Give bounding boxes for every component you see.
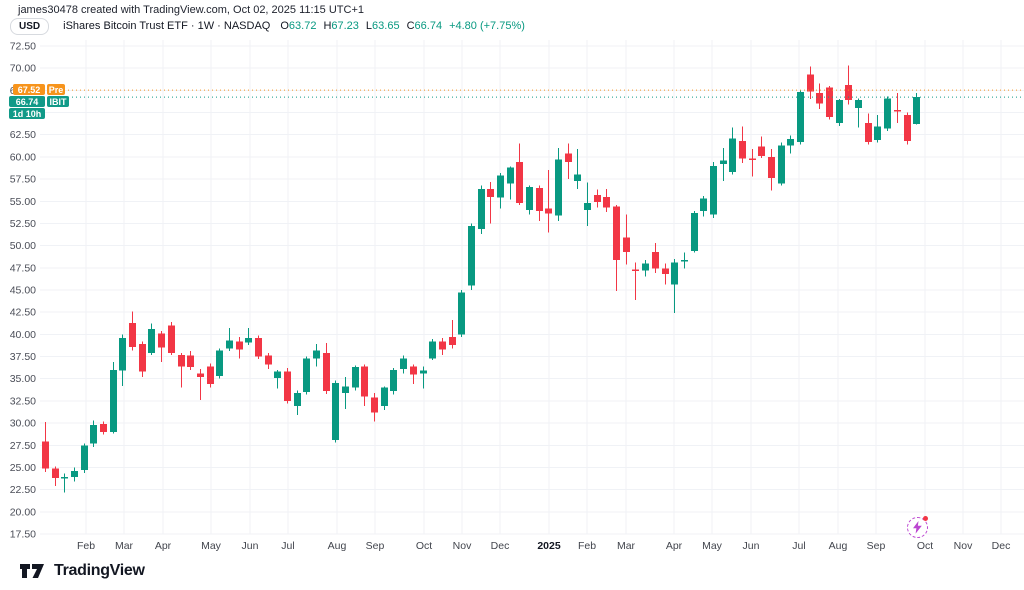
svg-text:17.50: 17.50: [10, 529, 36, 541]
svg-text:25.00: 25.00: [10, 462, 36, 474]
svg-text:55.00: 55.00: [10, 196, 36, 208]
currency-button[interactable]: USD: [10, 17, 50, 35]
svg-text:Nov: Nov: [453, 540, 472, 552]
svg-text:Dec: Dec: [491, 540, 510, 552]
svg-text:Feb: Feb: [578, 540, 596, 552]
svg-text:Mar: Mar: [115, 540, 134, 552]
svg-text:Nov: Nov: [954, 540, 973, 552]
ohlc-legend: O63.72 H67.23 L63.65 C66.74 +4.80 (+7.75%): [280, 20, 532, 32]
price-chart[interactable]: 72.5070.0067.5065.0062.5060.0057.5055.00…: [0, 0, 1024, 556]
svg-text:32.50: 32.50: [10, 395, 36, 407]
close-value: 66.74: [414, 20, 443, 32]
snapshot-byline: james30478 created with TradingView.com,…: [18, 4, 364, 16]
candlestick-series: [42, 65, 920, 493]
svg-text:Oct: Oct: [917, 540, 933, 552]
svg-text:Dec: Dec: [992, 540, 1011, 552]
svg-text:Jul: Jul: [281, 540, 294, 552]
svg-text:Mar: Mar: [617, 540, 636, 552]
price-lines: [40, 89, 1024, 98]
high-value: 67.23: [331, 20, 359, 32]
svg-text:2025: 2025: [537, 540, 561, 552]
svg-text:Apr: Apr: [155, 540, 172, 552]
svg-text:27.50: 27.50: [10, 440, 36, 452]
svg-text:37.50: 37.50: [10, 351, 36, 363]
premarket-price-badge[interactable]: 67.52: [13, 84, 45, 95]
svg-text:57.50: 57.50: [10, 174, 36, 186]
svg-text:72.50: 72.50: [10, 41, 36, 53]
svg-text:Aug: Aug: [829, 540, 848, 552]
svg-text:45.00: 45.00: [10, 285, 36, 297]
svg-text:Jul: Jul: [792, 540, 805, 552]
svg-text:Oct: Oct: [416, 540, 432, 552]
chart-legend-row: USD iShares Bitcoin Trust ETF · 1W · NAS…: [10, 17, 532, 35]
svg-text:Aug: Aug: [328, 540, 347, 552]
svg-text:42.50: 42.50: [10, 307, 36, 319]
bar-countdown-badge: 1d 10h: [9, 108, 45, 119]
svg-text:Apr: Apr: [666, 540, 683, 552]
symbol-title[interactable]: iShares Bitcoin Trust ETF · 1W · NASDAQ: [63, 20, 271, 32]
flash-button[interactable]: [907, 516, 928, 538]
open-value: 63.72: [288, 20, 317, 32]
symbol-ticker-badge: IBIT: [47, 96, 69, 107]
svg-text:Sep: Sep: [867, 540, 886, 552]
notification-dot: [923, 516, 928, 521]
svg-text:30.00: 30.00: [10, 418, 36, 430]
svg-text:Sep: Sep: [366, 540, 385, 552]
tradingview-mark-icon: [20, 564, 44, 578]
svg-text:May: May: [201, 540, 222, 552]
high-label: H: [323, 20, 332, 32]
svg-text:35.00: 35.00: [10, 373, 36, 385]
last-price-badge[interactable]: 66.74: [9, 96, 45, 107]
svg-text:50.00: 50.00: [10, 240, 36, 252]
low-label: L: [365, 20, 373, 32]
open-label: O: [280, 20, 289, 32]
svg-text:40.00: 40.00: [10, 329, 36, 341]
premarket-session-badge: Pre: [47, 84, 65, 95]
svg-text:May: May: [702, 540, 723, 552]
svg-text:60.00: 60.00: [10, 151, 36, 163]
svg-text:Jun: Jun: [743, 540, 760, 552]
svg-text:62.50: 62.50: [10, 129, 36, 141]
x-axis-labels: Feb Mar Apr May Jun Jul Aug Sep Oct Nov Dec 2025 Feb…: [77, 540, 1010, 552]
change-value: +4.80 (+7.75%): [449, 20, 525, 32]
low-value: 63.65: [372, 20, 400, 32]
tradingview-logo[interactable]: TradingView: [20, 560, 145, 582]
tradingview-logo-text: TradingView: [54, 562, 145, 579]
close-label: C: [406, 20, 415, 32]
svg-text:52.50: 52.50: [10, 218, 36, 230]
lightning-icon: [913, 521, 922, 534]
svg-text:Jun: Jun: [242, 540, 259, 552]
svg-text:47.50: 47.50: [10, 262, 36, 274]
svg-text:70.00: 70.00: [10, 63, 36, 75]
svg-text:20.00: 20.00: [10, 506, 36, 518]
chart-grid: [40, 40, 1024, 535]
svg-text:22.50: 22.50: [10, 484, 36, 496]
svg-text:Feb: Feb: [77, 540, 95, 552]
